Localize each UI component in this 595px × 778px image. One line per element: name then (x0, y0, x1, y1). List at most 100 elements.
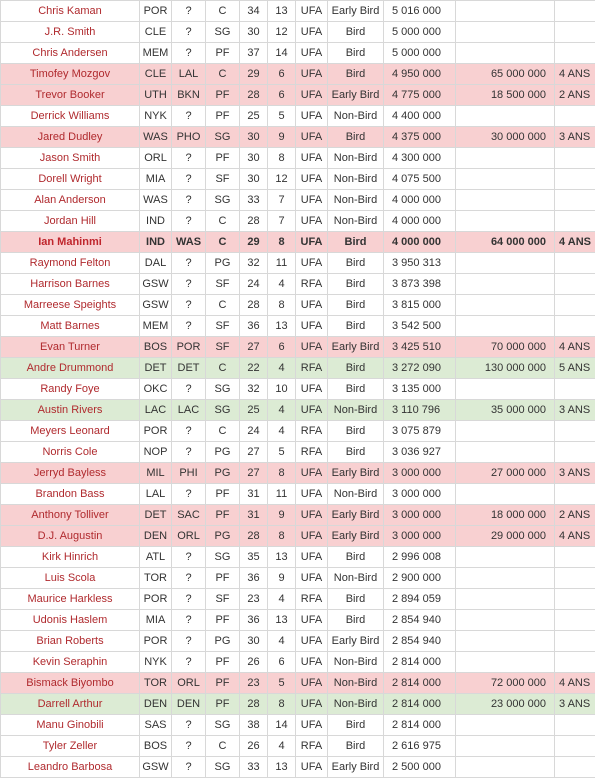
experience-cell: 6 (267, 63, 296, 85)
player-name-cell: Chris Kaman (0, 0, 140, 22)
new-team-cell: ? (171, 189, 206, 211)
experience-cell: 13 (267, 756, 296, 778)
team-cell: TOR (139, 567, 172, 589)
player-name-cell: Udonis Haslem (0, 609, 140, 631)
status-cell: UFA (295, 84, 328, 106)
age-cell: 37 (239, 42, 268, 64)
new-contract-cell (455, 273, 555, 295)
experience-cell: 10 (267, 378, 296, 400)
new-team-cell: ? (171, 588, 206, 610)
player-name-cell: Bismack Biyombo (0, 672, 140, 694)
contract-years-cell: 4 ANS (554, 525, 595, 547)
new-contract-cell (455, 546, 555, 568)
contract-years-cell (554, 210, 595, 232)
team-cell: MIA (139, 168, 172, 190)
player-name-cell: Chris Andersen (0, 42, 140, 64)
team-cell: POR (139, 630, 172, 652)
rights-cell: Non-Bird (327, 147, 384, 169)
new-contract-cell (455, 294, 555, 316)
table-row: Brian Roberts POR? PG 30 4 UFA Early Bird 2 854… (0, 630, 595, 652)
status-cell: UFA (295, 567, 328, 589)
contract-years-cell (554, 756, 595, 778)
contract-years-cell (554, 147, 595, 169)
rights-cell: Bird (327, 609, 384, 631)
salary-cell: 3 542 500 (383, 315, 456, 337)
team-cell: ATL (139, 546, 172, 568)
new-contract-cell: 23 000 000 (455, 693, 555, 715)
new-team-cell: ? (171, 735, 206, 757)
age-cell: 28 (239, 210, 268, 232)
team-cell: DET (139, 357, 172, 379)
player-name-cell: Brian Roberts (0, 630, 140, 652)
table-row: Udonis Haslem MIA? PF 36 13 UFA Bird 2 854 940 (0, 609, 595, 631)
experience-cell: 14 (267, 714, 296, 736)
age-cell: 30 (239, 630, 268, 652)
experience-cell: 8 (267, 525, 296, 547)
age-cell: 30 (239, 126, 268, 148)
contract-years-cell (554, 651, 595, 673)
age-cell: 23 (239, 588, 268, 610)
contract-years-cell (554, 252, 595, 274)
new-contract-cell (455, 0, 555, 22)
status-cell: UFA (295, 126, 328, 148)
table-row: Alan Anderson WAS? SG 33 7 UFA Non-Bird 4 000 0… (0, 189, 595, 211)
position-cell: C (205, 294, 240, 316)
contract-years-cell (554, 735, 595, 757)
age-cell: 36 (239, 567, 268, 589)
player-name-cell: Austin Rivers (0, 399, 140, 421)
age-cell: 31 (239, 504, 268, 526)
position-cell: PF (205, 651, 240, 673)
new-contract-cell (455, 630, 555, 652)
age-cell: 28 (239, 294, 268, 316)
position-cell: PG (205, 630, 240, 652)
contract-years-cell (554, 189, 595, 211)
table-row: Harrison Barnes GSW? SF 24 4 RFA Bird 3 873 398 (0, 273, 595, 295)
position-cell: PF (205, 672, 240, 694)
table-row: Kirk Hinrich ATL? SG 35 13 UFA Bird 2 996 008 (0, 546, 595, 568)
player-name-cell: Marreese Speights (0, 294, 140, 316)
table-row: Darrell Arthur DEN DEN PF 28 8 UFA Non-Bird 2 81… (0, 693, 595, 715)
position-cell: PF (205, 693, 240, 715)
salary-cell: 5 000 000 (383, 21, 456, 43)
experience-cell: 8 (267, 294, 296, 316)
salary-cell: 3 950 313 (383, 252, 456, 274)
salary-cell: 3 036 927 (383, 441, 456, 463)
experience-cell: 9 (267, 567, 296, 589)
new-team-cell: ORL (171, 672, 206, 694)
age-cell: 36 (239, 609, 268, 631)
team-cell: ORL (139, 147, 172, 169)
new-contract-cell (455, 651, 555, 673)
new-team-cell: ? (171, 21, 206, 43)
position-cell: SG (205, 189, 240, 211)
age-cell: 23 (239, 672, 268, 694)
position-cell: SF (205, 168, 240, 190)
age-cell: 28 (239, 693, 268, 715)
age-cell: 34 (239, 0, 268, 22)
new-team-cell: ? (171, 210, 206, 232)
age-cell: 25 (239, 105, 268, 127)
player-name-cell: Jerryd Bayless (0, 462, 140, 484)
rights-cell: Bird (327, 714, 384, 736)
status-cell: UFA (295, 294, 328, 316)
experience-cell: 6 (267, 336, 296, 358)
player-name-cell: Anthony Tolliver (0, 504, 140, 526)
new-contract-cell (455, 420, 555, 442)
contract-years-cell: 5 ANS (554, 357, 595, 379)
rights-cell: Bird (327, 126, 384, 148)
new-team-cell: ? (171, 567, 206, 589)
status-cell: RFA (295, 357, 328, 379)
contract-years-cell (554, 315, 595, 337)
position-cell: C (205, 420, 240, 442)
team-cell: MIL (139, 462, 172, 484)
player-name-cell: Derrick Williams (0, 105, 140, 127)
salary-cell: 3 272 090 (383, 357, 456, 379)
contract-years-cell (554, 441, 595, 463)
experience-cell: 9 (267, 504, 296, 526)
contract-years-cell (554, 567, 595, 589)
salary-cell: 2 616 975 (383, 735, 456, 757)
team-cell: WAS (139, 126, 172, 148)
team-cell: NOP (139, 441, 172, 463)
experience-cell: 4 (267, 630, 296, 652)
team-cell: NYK (139, 105, 172, 127)
table-row: Chris Andersen MEM? PF 37 14 UFA Bird 5 000 000 (0, 42, 595, 64)
